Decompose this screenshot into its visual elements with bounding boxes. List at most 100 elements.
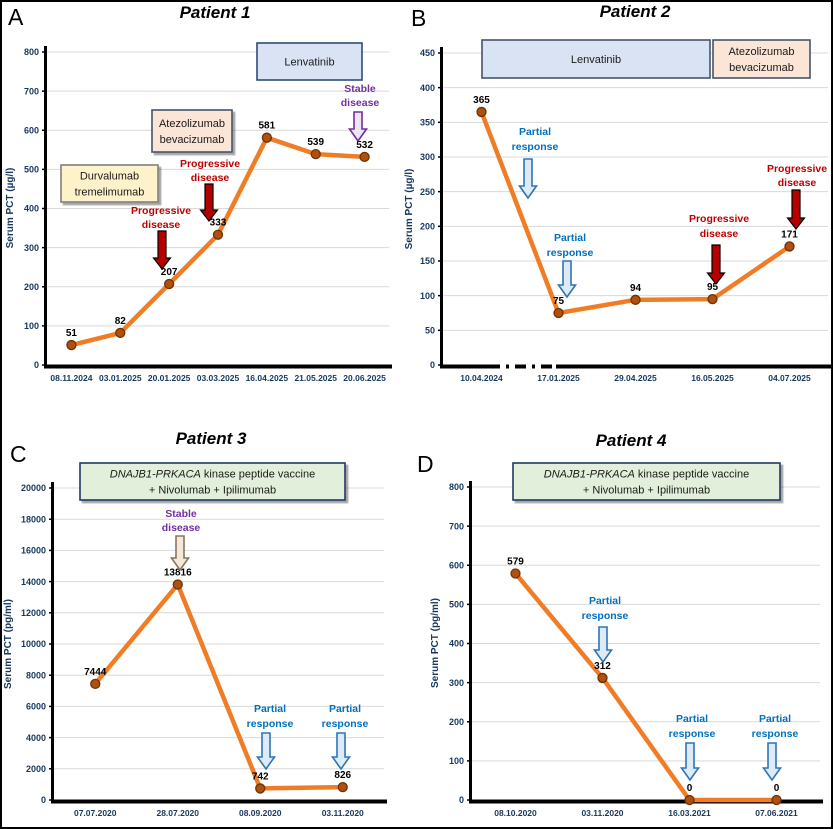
- x-tick-label: 08.09.2020: [239, 808, 282, 818]
- y-axis-title: Serum PCT (pg/ml): [430, 598, 441, 688]
- y-tick-label: 400: [24, 204, 39, 214]
- pct-line: [93, 582, 345, 791]
- data-point-marker: [476, 106, 487, 118]
- value-label: 207: [161, 267, 178, 278]
- treatment-box: [60, 164, 159, 203]
- value-label: 365: [473, 95, 490, 106]
- panel-a: 0 100 200 300 400 500 600 700 800 08.11.2024 03.01…: [5, 3, 392, 383]
- value-label: 333: [210, 218, 227, 229]
- y-tick-label: 500: [24, 165, 39, 175]
- y-tick-label: 500: [449, 600, 464, 610]
- value-label: 94: [630, 283, 642, 294]
- annotation-label: response: [752, 728, 799, 740]
- response-arrow: [517, 158, 539, 200]
- y-tick-label: 200: [420, 222, 435, 232]
- y-tick-label: 200: [449, 717, 464, 727]
- value-label: 0: [774, 783, 780, 794]
- y-axis-title: Serum PCT (µg/l): [404, 169, 415, 250]
- treatment-box-label: tremelimumab: [75, 187, 145, 199]
- value-label: 171: [781, 229, 798, 240]
- value-label: 75: [553, 296, 565, 307]
- response-arrow: [347, 111, 369, 143]
- treatment-box-label: DNAJB1-PRKACA kinase peptide vaccine: [110, 469, 315, 481]
- data-point-marker: [630, 294, 641, 305]
- panel-title: Patient 3: [176, 429, 247, 448]
- progressive-disease-arrow: [199, 183, 219, 222]
- annotation-label: Progressive: [180, 158, 240, 170]
- treatment-box: [256, 42, 363, 81]
- progressive-disease-arrow: [786, 189, 806, 230]
- response-arrow: [592, 626, 614, 664]
- annotation-label: response: [247, 718, 294, 730]
- y-tick-label: 0: [41, 795, 46, 805]
- value-label: 7444: [84, 667, 107, 678]
- y-tick-label: 700: [449, 521, 464, 531]
- panel-title: Patient 1: [180, 3, 251, 22]
- annotation-label: disease: [191, 172, 230, 184]
- value-label: 579: [507, 556, 524, 567]
- panel-letter: D: [417, 451, 434, 477]
- annotation-label: Progressive: [767, 163, 827, 175]
- y-tick-label: 4000: [26, 733, 46, 743]
- annotation-label: Partial: [554, 232, 586, 244]
- x-tick-label: 17.01.2025: [537, 373, 580, 383]
- annotation-label: response: [669, 728, 716, 740]
- panel-title: Patient 4: [596, 431, 667, 450]
- data-point-marker: [172, 579, 183, 590]
- y-tick-label: 300: [420, 152, 435, 162]
- panel-letter: C: [10, 441, 27, 467]
- data-point-marker: [212, 229, 224, 240]
- y-tick-label: 250: [420, 187, 435, 197]
- x-tick-label: 03.03.2025: [197, 373, 240, 383]
- y-tick-label: 0: [34, 360, 39, 370]
- y-tick-label: 450: [420, 48, 435, 58]
- data-point-marker: [359, 151, 370, 163]
- x-tick-label: 20.01.2025: [148, 373, 191, 383]
- x-tick-label: 08.10.2020: [494, 808, 537, 818]
- response-arrow: [330, 732, 352, 771]
- data-point-marker: [163, 278, 175, 290]
- treatment-box-label: Lenvatinib: [284, 57, 334, 69]
- treatment-box: [512, 462, 781, 501]
- annotation-label: response: [582, 610, 629, 622]
- x-tick-label: 07.06.2021: [755, 808, 798, 818]
- data-point-marker: [90, 678, 101, 690]
- value-label: 539: [307, 137, 324, 148]
- y-tick-label: 800: [24, 47, 39, 57]
- y-tick-label: 100: [420, 291, 435, 301]
- x-tick-label: 21.05.2025: [294, 373, 337, 383]
- x-tick-label: 16.04.2025: [246, 373, 289, 383]
- treatment-box-label: bevacizumab: [160, 134, 225, 146]
- y-tick-label: 12000: [21, 608, 46, 618]
- treatment-box-label: + Nivolumab + Ipilimumab: [583, 485, 710, 497]
- response-arrow: [169, 535, 191, 572]
- panel-b: 0 50 100 150 200 250 300 350 400 450 10.04.2024 17.…: [404, 2, 831, 383]
- annotation-label: Stable: [344, 83, 376, 95]
- treatment-box: [481, 39, 711, 79]
- value-label: 51: [66, 328, 78, 339]
- treatment-box-label: DNAJB1-PRKACA kinase peptide vaccine: [544, 469, 749, 481]
- y-tick-label: 2000: [26, 764, 46, 774]
- y-tick-label: 14000: [21, 577, 46, 587]
- y-tick-label: 0: [459, 795, 464, 805]
- y-tick-label: 400: [420, 83, 435, 93]
- y-tick-label: 6000: [26, 702, 46, 712]
- progressive-disease-arrow: [706, 244, 726, 285]
- panel-d: 0 100 200 300 400 500 600 700 800 08.10.2020 03.11…: [417, 431, 823, 818]
- data-point-marker: [784, 241, 795, 252]
- data-point-marker: [707, 293, 718, 305]
- value-label: 826: [334, 770, 351, 781]
- value-label: 312: [594, 661, 611, 672]
- panel-c: 0 2000 4000 6000 8000 10000 12000 14000 16000 180…: [3, 429, 387, 818]
- annotation-label: disease: [142, 219, 181, 231]
- treatment-box: [151, 109, 233, 153]
- data-point-marker: [510, 568, 521, 579]
- x-tick-label: 16.05.2025: [691, 373, 734, 383]
- annotation-label: Partial: [759, 713, 791, 725]
- treatment-box-label: Atezolizumab: [728, 46, 794, 58]
- data-point-marker: [66, 339, 77, 351]
